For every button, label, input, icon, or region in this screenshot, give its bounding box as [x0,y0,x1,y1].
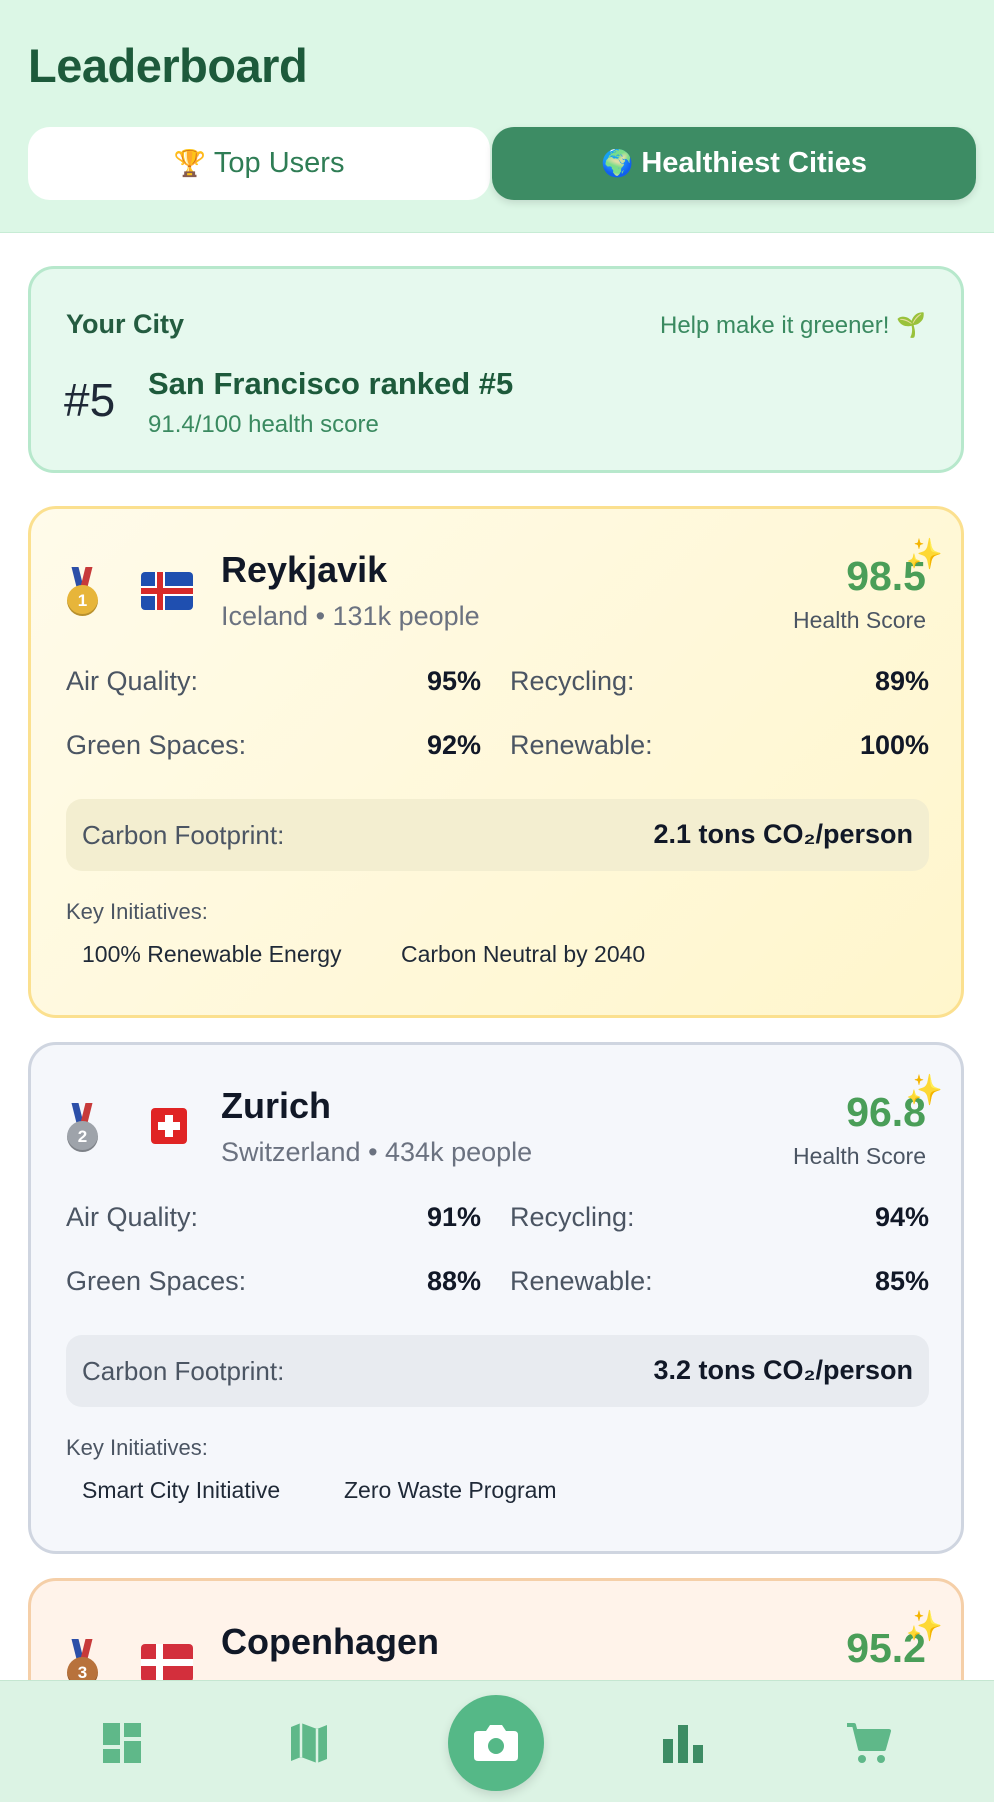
header: Leaderboard 🏆 Top Users 🌍 Healthiest Cit… [0,0,994,233]
health-score-label: Health Score [793,607,926,633]
key-initiatives-label: Key Initiatives: [66,899,208,924]
air-quality-value: 91% [426,1202,481,1232]
camera-button[interactable] [448,1695,544,1791]
map-icon[interactable] [283,1719,335,1767]
carbon-footprint-value: 3.2 tons CO₂/person [653,1355,913,1385]
carbon-footprint-label: Carbon Footprint: [82,820,285,850]
renewable-label: Renewable: [510,1266,653,1296]
denmark-flag-icon [141,1644,193,1682]
carbon-footprint-row: Carbon Footprint: 2.1 tons CO₂/person [66,799,929,871]
your-city-rank: #5 [64,374,116,426]
dashboard-icon[interactable] [97,1719,149,1767]
tab-healthiest-cities[interactable]: 🌍 Healthiest Cities [492,127,976,200]
gold-medal-icon: 1 [66,567,98,619]
help-greener-link[interactable]: Help make it greener! 🌱 [660,312,926,339]
initiative-tag: Zero Waste Program [344,1477,557,1503]
initiative-tag: Carbon Neutral by 2040 [401,941,646,967]
sparkle-icon: ✨ [905,1074,943,1107]
tab-label: Healthiest Cities [641,147,867,179]
initiative-tag: Smart City Initiative [82,1477,281,1503]
carbon-footprint-value: 2.1 tons CO₂/person [653,819,913,849]
your-city-score: 91.4/100 health score [148,411,379,438]
globe-icon: 🌍 [600,148,634,178]
air-quality-label: Air Quality: [66,1202,199,1232]
tab-top-users[interactable]: 🏆 Top Users [28,127,490,200]
page-title: Leaderboard [28,39,308,92]
green-spaces-label: Green Spaces: [66,730,247,760]
health-score: 98.5 [846,553,926,599]
city-name: Copenhagen [221,1621,440,1662]
city-name: Zurich [221,1085,332,1126]
city-card-reykjavik[interactable]: 1 Reykjavik Iceland • 131k people 98.5 ✨… [28,506,964,1018]
initiative-tag: 100% Renewable Energy [82,941,342,967]
air-quality-label: Air Quality: [66,666,199,696]
green-spaces-value: 92% [426,730,481,760]
sparkle-icon: ✨ [905,538,943,571]
air-quality-value: 95% [426,666,481,696]
your-city-card: Your City Help make it greener! 🌱 #5 San… [28,266,964,473]
green-spaces-value: 88% [426,1266,481,1296]
health-score: 95.2 [846,1625,926,1671]
recycling-value: 89% [874,666,929,696]
renewable-value: 100% [859,730,929,760]
city-name: Reykjavik [221,549,388,590]
city-card-zurich[interactable]: 2 Zurich Switzerland • 434k people 96.8 … [28,1042,964,1554]
health-score-label: Health Score [793,1143,926,1169]
switzerland-flag-icon [151,1108,187,1144]
bar-chart-icon[interactable] [657,1719,709,1767]
green-spaces-label: Green Spaces: [66,1266,247,1296]
recycling-value: 94% [874,1202,929,1232]
recycling-label: Recycling: [510,1202,635,1232]
carbon-footprint-row: Carbon Footprint: 3.2 tons CO₂/person [66,1335,929,1407]
key-initiatives-label: Key Initiatives: [66,1435,208,1460]
silver-medal-icon: 2 [66,1103,98,1155]
bottom-nav [0,1680,994,1802]
tab-label: Top Users [213,147,345,179]
sparkle-icon: ✨ [905,1610,943,1643]
iceland-flag-icon [141,572,193,610]
renewable-label: Renewable: [510,730,653,760]
renewable-value: 85% [874,1266,929,1296]
carbon-footprint-label: Carbon Footprint: [82,1356,285,1386]
your-city-label: Your City [66,309,185,339]
health-score: 96.8 [846,1089,926,1135]
cart-icon[interactable] [843,1719,895,1767]
recycling-label: Recycling: [510,666,635,696]
trophy-icon: 🏆 [173,148,206,178]
camera-icon [474,1725,518,1761]
city-meta: Switzerland • 434k people [221,1137,533,1167]
your-city-ranked-text: San Francisco ranked #5 [148,366,514,401]
city-meta: Iceland • 131k people [221,601,480,631]
